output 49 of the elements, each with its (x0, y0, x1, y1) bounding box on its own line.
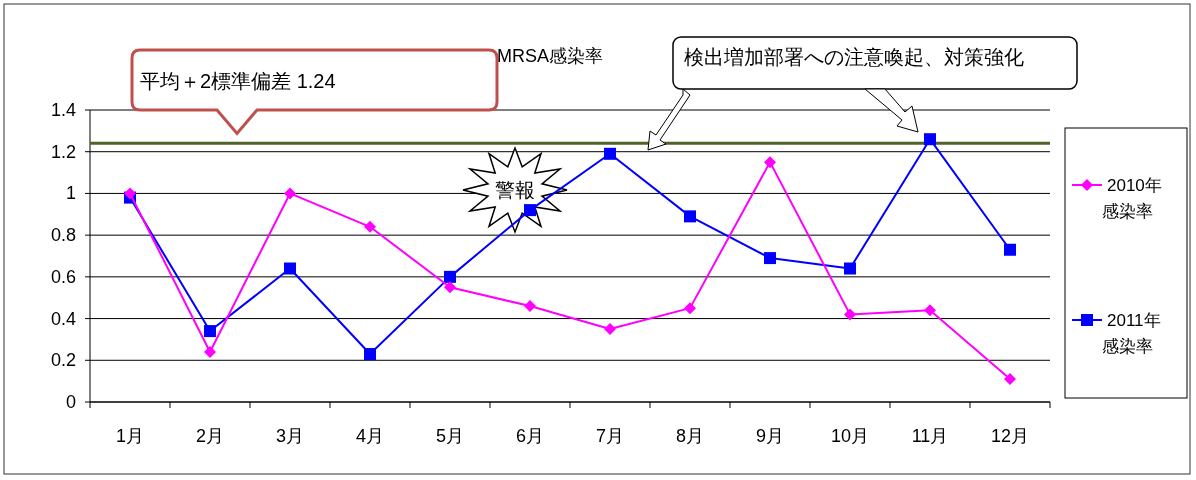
point (524, 204, 536, 217)
point (684, 302, 696, 315)
x-tick-label: 5月 (435, 426, 465, 446)
x-tick-label: 9月 (755, 426, 785, 446)
x-tick-label: 8月 (675, 426, 705, 446)
point (204, 325, 216, 338)
ref-line-label: 平均＋2標準偏差 1.24 (140, 70, 336, 92)
x-tick-label: 6月 (515, 426, 545, 446)
point (604, 147, 616, 160)
x-tick-label: 3月 (275, 426, 305, 446)
legend-label: 2010年感染率 (1102, 176, 1162, 221)
point (1004, 243, 1016, 256)
point (924, 133, 936, 146)
point (844, 262, 856, 275)
point (204, 345, 216, 358)
point (444, 270, 456, 283)
point (124, 187, 136, 200)
x-tick-label: 1月 (115, 426, 145, 446)
y-tick-label: 1 (65, 183, 76, 204)
y-tick-label: 0.6 (50, 266, 76, 287)
y-tick-label: 0.8 (50, 225, 76, 246)
y-tick-label: 1.4 (50, 100, 76, 120)
annotation: 警報 (495, 179, 535, 201)
point (1004, 373, 1016, 386)
x-tick-label: 4月 (355, 426, 385, 446)
point (364, 220, 376, 233)
point (524, 300, 536, 313)
point (364, 348, 376, 361)
point (764, 156, 776, 169)
x-tick-label: 12月 (990, 426, 1030, 446)
text: 検出増加部署への注意喚起、対策強化 (684, 46, 1024, 68)
y-tick-label: 0.4 (50, 308, 76, 329)
point (284, 187, 296, 200)
point (604, 323, 616, 335)
x-tick-label: 2月 (195, 426, 225, 446)
y-tick-label: 0.2 (50, 350, 76, 371)
x-tick-label: 11月 (911, 426, 949, 446)
point (844, 308, 856, 321)
legend-label: 2011年感染率 (1102, 311, 1161, 356)
point (444, 281, 456, 294)
y-tick-label: 0 (65, 392, 76, 412)
point (684, 210, 696, 223)
point (924, 304, 936, 317)
x-tick-label: 7月 (595, 426, 625, 446)
point (284, 262, 296, 275)
chart-title: MRSA感染率 (496, 46, 604, 66)
x-tick-label: 10月 (830, 426, 870, 446)
point (764, 252, 776, 265)
y-tick-label: 1.2 (50, 141, 76, 162)
